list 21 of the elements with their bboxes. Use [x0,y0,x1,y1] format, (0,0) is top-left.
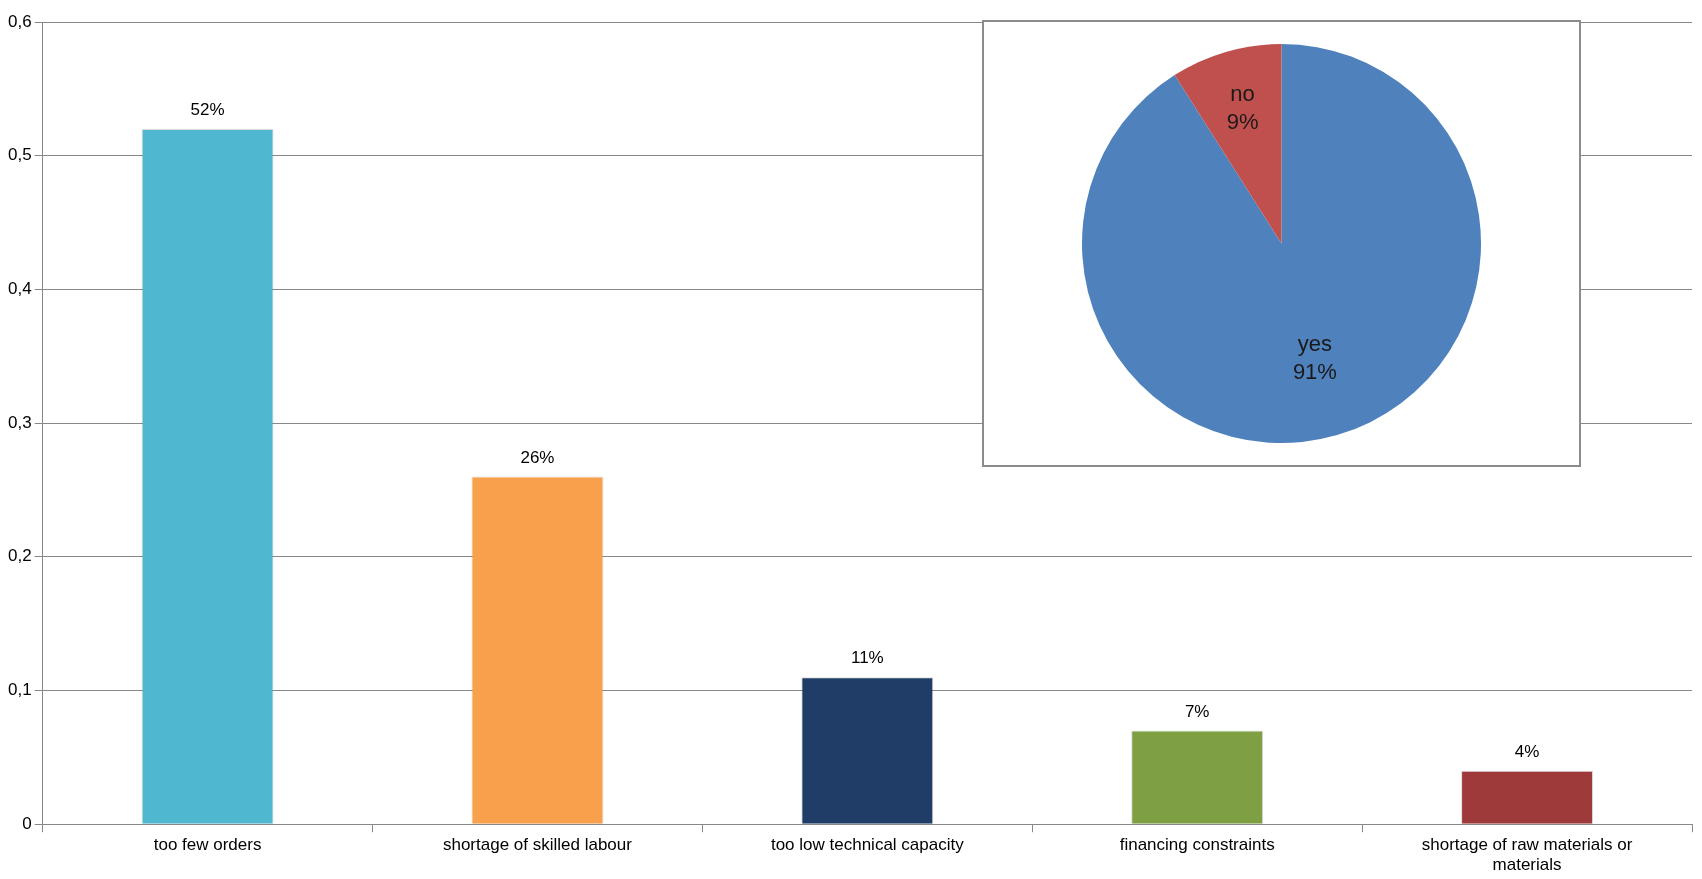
x-tick-label: too few orders [153,835,262,855]
y-tick-label: 0,4 [7,279,32,299]
y-tick-label: 0 [22,813,32,833]
y-tick-label: 0,6 [7,11,32,31]
data-label: 91% [1292,358,1337,384]
data-label: 7% [1184,701,1210,721]
data-label: 4% [1514,741,1540,761]
x-tick-label: shortage of raw materials or materials [1421,835,1633,875]
data-label: 52% [190,100,225,120]
data-label: 9% [1226,109,1259,135]
y-tick-label: 0,3 [7,412,32,432]
x-tick-label: financing constraints [1119,835,1275,855]
x-tick-label: too low technical capacity [770,835,965,855]
slice-label: no [1230,81,1255,107]
data-label: 26% [520,447,555,467]
y-tick-label: 0,2 [7,546,32,566]
y-tick-label: 0,1 [7,680,32,700]
data-label: 11% [850,648,884,668]
slice-label: yes [1297,330,1333,356]
x-tick-label: shortage of skilled labour [442,835,633,855]
y-tick-label: 0,5 [7,145,32,165]
